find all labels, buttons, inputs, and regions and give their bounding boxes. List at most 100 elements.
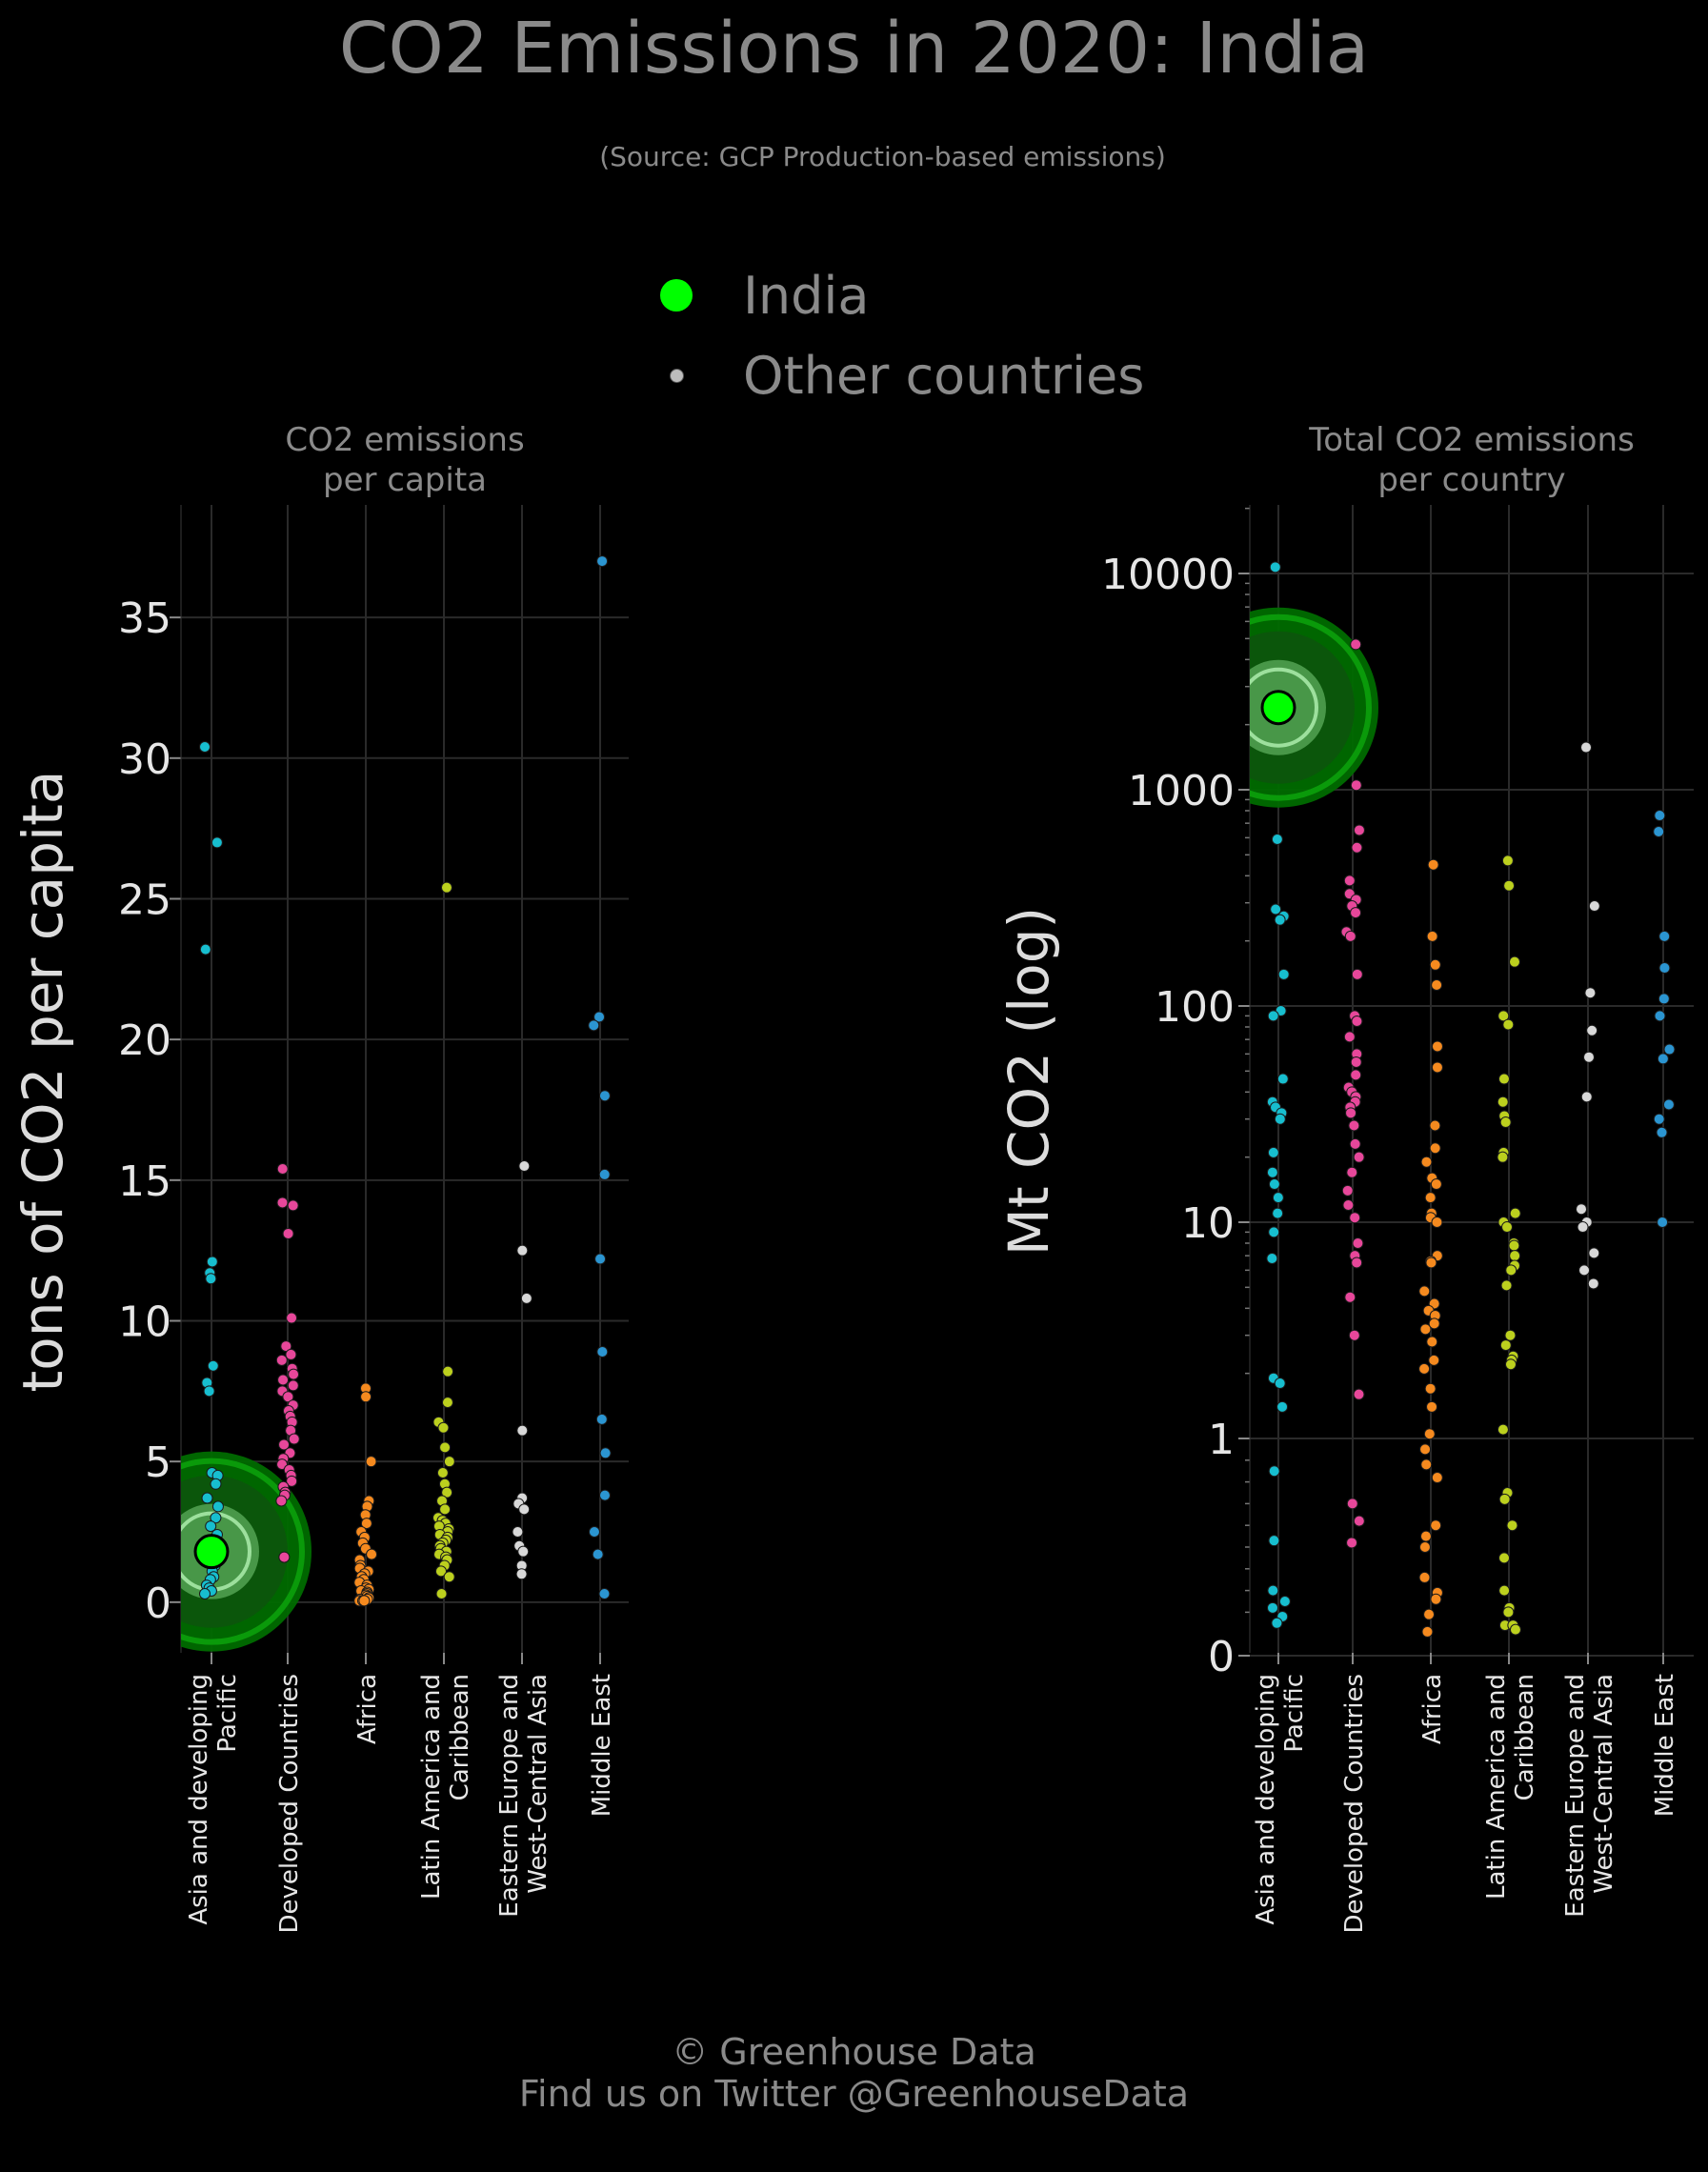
point-africa-33 xyxy=(1430,1519,1442,1532)
point-africa-6 xyxy=(1429,1119,1441,1132)
chart-subtitle: (Source: GCP Production-based emissions) xyxy=(599,141,1166,172)
point-latin-america-and-caribbean-11 xyxy=(439,1503,452,1516)
point-middle-east-9 xyxy=(1653,1113,1665,1125)
y-tick-label-5: 25 xyxy=(118,875,171,924)
x-category-label-1-0: Developed Countries xyxy=(1340,1674,1369,1933)
point-developed-countries-11 xyxy=(287,1379,299,1392)
point-latin-america-and-caribbean-32 xyxy=(1502,1606,1515,1619)
legend-item-others: Other countries xyxy=(610,335,1144,415)
point-asia-and-developing-pacific-12 xyxy=(201,1492,213,1504)
point-asia-and-developing-pacific-24 xyxy=(1268,1535,1280,1547)
point-asia-and-developing-pacific-0 xyxy=(199,740,211,753)
point-developed-countries-33 xyxy=(1351,1257,1363,1269)
point-eastern-europe-and-west-central-asia-7 xyxy=(512,1526,524,1538)
point-developed-countries-5 xyxy=(280,1340,292,1353)
legend-swatch-others xyxy=(669,368,684,383)
point-africa-2 xyxy=(365,1456,377,1468)
point-developed-countries-0 xyxy=(276,1163,289,1176)
point-asia-and-developing-pacific-17 xyxy=(1272,1207,1284,1219)
x-category-label-4-0: Eastern Europe and xyxy=(1561,1674,1590,1918)
point-asia-and-developing-pacific-5 xyxy=(1277,968,1290,980)
point-africa-17 xyxy=(1425,1257,1437,1269)
point-asia-and-developing-pacific-14 xyxy=(210,1512,222,1524)
point-developed-countries-37 xyxy=(1346,1498,1358,1510)
point-africa-24 xyxy=(1426,1336,1438,1348)
point-africa-39 xyxy=(1423,1608,1436,1620)
point-latin-america-and-caribbean-19 xyxy=(1500,1279,1513,1292)
x-category-label-4-1: West-Central Asia xyxy=(524,1674,553,1894)
y-axis-label: tons of CO2 per capita xyxy=(10,771,75,1393)
point-latin-america-and-caribbean-18 xyxy=(1505,1264,1517,1277)
point-latin-america-and-caribbean-3 xyxy=(1497,1010,1510,1022)
point-developed-countries-38 xyxy=(1353,1515,1365,1527)
point-africa-3 xyxy=(1431,979,1443,992)
point-developed-countries-27 xyxy=(1346,1166,1358,1178)
point-africa-6 xyxy=(360,1518,372,1530)
point-asia-and-developing-pacific-19 xyxy=(1266,1253,1278,1265)
point-middle-east-7 xyxy=(1657,1053,1669,1065)
point-developed-countries-7 xyxy=(275,1354,288,1366)
point-africa-40 xyxy=(1421,1625,1434,1638)
point-africa-7 xyxy=(1429,1142,1441,1155)
point-developed-countries-31 xyxy=(1352,1237,1364,1249)
point-developed-countries-29 xyxy=(1342,1199,1355,1212)
point-latin-america-and-caribbean-13 xyxy=(1501,1221,1514,1234)
x-category-label-2-0: Africa xyxy=(1418,1674,1447,1744)
point-developed-countries-2 xyxy=(287,1199,299,1212)
point-latin-america-and-caribbean-0 xyxy=(440,881,452,894)
point-asia-and-developing-pacific-4 xyxy=(1274,914,1286,926)
y-tick-label-2: 10 xyxy=(1181,1199,1235,1248)
point-middle-east-4 xyxy=(1658,993,1670,1005)
y-tick-label-4: 20 xyxy=(118,1016,171,1065)
point-asia-and-developing-pacific-3 xyxy=(206,1256,218,1268)
point-africa-28 xyxy=(1426,1400,1438,1413)
point-asia-and-developing-pacific-15 xyxy=(205,1520,217,1533)
point-latin-america-and-caribbean-27 xyxy=(1498,1493,1511,1505)
point-africa-18 xyxy=(1418,1285,1431,1297)
point-latin-america-and-caribbean-28 xyxy=(1506,1519,1518,1532)
x-category-label-3-1: Caribbean xyxy=(446,1674,474,1800)
point-middle-east-5 xyxy=(1654,1010,1666,1022)
point-developed-countries-0 xyxy=(1350,638,1362,651)
y-tick-label-0: 0 xyxy=(1208,1633,1235,1681)
point-eastern-europe-and-west-central-asia-1 xyxy=(516,1244,529,1257)
point-latin-america-and-caribbean-5 xyxy=(1497,1073,1510,1085)
point-latin-america-and-caribbean-15 xyxy=(1508,1239,1520,1252)
panel-title-line-0: Total CO2 emissions xyxy=(1308,421,1635,459)
point-middle-east-3 xyxy=(598,1090,611,1102)
x-category-label-5-0: Middle East xyxy=(588,1674,616,1817)
point-eastern-europe-and-west-central-asia-3 xyxy=(1586,1024,1598,1036)
point-africa-33 xyxy=(358,1595,371,1607)
x-category-label-0-0: Asia and developing xyxy=(185,1674,213,1925)
india-marker xyxy=(193,1534,230,1570)
point-middle-east-0 xyxy=(596,555,609,568)
point-asia-and-developing-pacific-7 xyxy=(1267,1010,1279,1022)
point-middle-east-7 xyxy=(595,1413,608,1425)
point-eastern-europe-and-west-central-asia-3 xyxy=(516,1424,529,1437)
point-latin-america-and-caribbean-11 xyxy=(1509,1207,1521,1219)
point-latin-america-and-caribbean-29 xyxy=(1498,1552,1511,1564)
point-eastern-europe-and-west-central-asia-10 xyxy=(1578,1264,1591,1277)
point-developed-countries-30 xyxy=(1349,1212,1361,1224)
point-africa-11 xyxy=(366,1548,378,1560)
point-africa-31 xyxy=(1420,1458,1433,1471)
point-africa-22 xyxy=(1428,1317,1440,1330)
point-middle-east-6 xyxy=(596,1345,609,1358)
point-eastern-europe-and-west-central-asia-2 xyxy=(520,1292,532,1304)
x-category-label-0-1: Pacific xyxy=(213,1674,242,1753)
point-latin-america-and-caribbean-2 xyxy=(441,1397,453,1409)
point-developed-countries-30 xyxy=(275,1495,288,1507)
point-africa-8 xyxy=(1420,1156,1433,1168)
point-eastern-europe-and-west-central-asia-4 xyxy=(1582,1051,1595,1063)
point-developed-countries-25 xyxy=(1349,1137,1361,1150)
point-africa-36 xyxy=(1418,1571,1431,1583)
point-asia-and-developing-pacific-25 xyxy=(1267,1584,1279,1597)
india-marker xyxy=(1260,690,1296,726)
point-developed-countries-10 xyxy=(1344,930,1356,942)
point-middle-east-0 xyxy=(1654,810,1666,822)
point-africa-30 xyxy=(1419,1443,1432,1456)
point-latin-america-and-caribbean-21 xyxy=(1499,1339,1512,1352)
point-asia-and-developing-pacific-21 xyxy=(1274,1378,1286,1390)
panel-title-line-1: per capita xyxy=(323,461,487,499)
